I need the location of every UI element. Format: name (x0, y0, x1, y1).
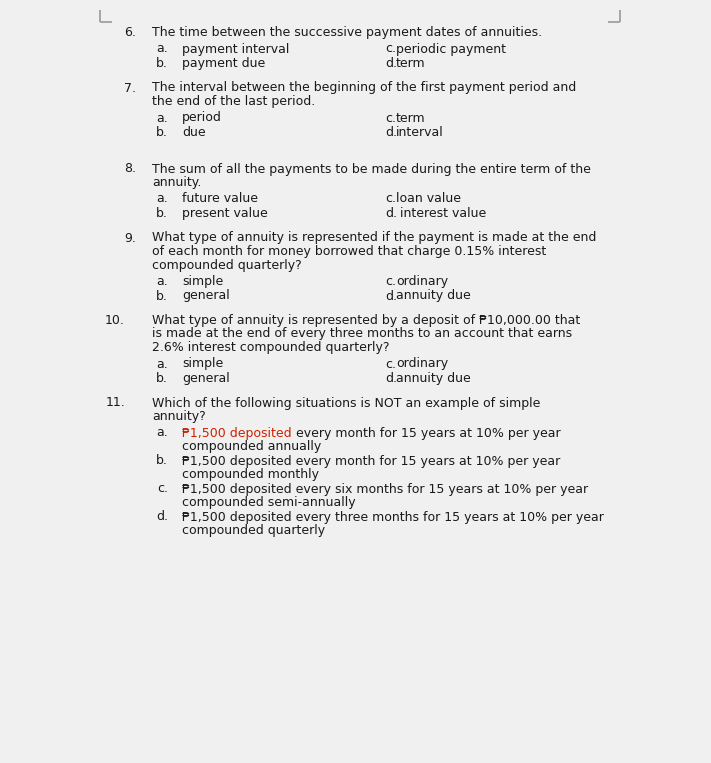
Text: c.: c. (385, 275, 396, 288)
Text: general: general (182, 289, 230, 302)
Text: The interval between the beginning of the first payment period and: The interval between the beginning of th… (152, 82, 576, 95)
Text: interest value: interest value (396, 207, 486, 220)
Text: ₱1,500 deposited: ₱1,500 deposited (182, 427, 292, 439)
Text: d.: d. (156, 510, 168, 523)
Text: b.: b. (156, 455, 168, 468)
Text: b.: b. (156, 57, 168, 70)
Text: b.: b. (156, 207, 168, 220)
Text: 8.: 8. (124, 163, 136, 175)
Text: 10.: 10. (105, 314, 125, 327)
Text: ₱1,500 deposited every three months for 15 years at 10% per year: ₱1,500 deposited every three months for … (182, 510, 604, 523)
Text: a.: a. (156, 275, 168, 288)
Text: is made at the end of every three months to an account that earns: is made at the end of every three months… (152, 327, 572, 340)
Text: 9.: 9. (124, 231, 136, 244)
Text: general: general (182, 372, 230, 385)
Text: 11.: 11. (105, 397, 125, 410)
Text: b.: b. (156, 289, 168, 302)
Text: a.: a. (156, 358, 168, 371)
Text: d.: d. (385, 372, 397, 385)
Text: b.: b. (156, 126, 168, 139)
Text: of each month for money borrowed that charge 0.15% interest: of each month for money borrowed that ch… (152, 245, 546, 258)
Text: present value: present value (182, 207, 268, 220)
Text: periodic payment: periodic payment (396, 43, 506, 56)
Text: interval: interval (396, 126, 444, 139)
Text: 6.: 6. (124, 26, 136, 39)
Text: 7.: 7. (124, 82, 136, 95)
Text: loan value: loan value (396, 192, 461, 205)
Text: simple: simple (182, 358, 223, 371)
Text: term: term (396, 111, 426, 124)
Text: due: due (182, 126, 205, 139)
Text: d.: d. (385, 57, 397, 70)
Text: period: period (182, 111, 222, 124)
Text: payment due: payment due (182, 57, 265, 70)
Text: compounded quarterly?: compounded quarterly? (152, 259, 301, 272)
Text: d.: d. (385, 207, 397, 220)
Text: payment interval: payment interval (182, 43, 289, 56)
Text: c.: c. (385, 111, 396, 124)
Text: c.: c. (157, 482, 168, 495)
Text: annuity?: annuity? (152, 410, 205, 423)
Text: c.: c. (385, 43, 396, 56)
Text: every month for 15 years at 10% per year: every month for 15 years at 10% per year (292, 427, 560, 439)
Text: compounded quarterly: compounded quarterly (182, 524, 325, 537)
Text: compounded annually: compounded annually (182, 440, 321, 453)
Text: future value: future value (182, 192, 258, 205)
Text: simple: simple (182, 275, 223, 288)
Text: a.: a. (156, 43, 168, 56)
Text: b.: b. (156, 372, 168, 385)
Text: the end of the last period.: the end of the last period. (152, 95, 315, 108)
Text: ₱1,500 deposited every six months for 15 years at 10% per year: ₱1,500 deposited every six months for 15… (182, 482, 588, 495)
Text: What type of annuity is represented by a deposit of ₱10,000.00 that: What type of annuity is represented by a… (152, 314, 580, 327)
Text: The sum of all the payments to be made during the entire term of the: The sum of all the payments to be made d… (152, 163, 591, 175)
Text: a.: a. (156, 192, 168, 205)
Text: annuity.: annuity. (152, 176, 201, 189)
Text: ordinary: ordinary (396, 358, 448, 371)
Text: What type of annuity is represented if the payment is made at the end: What type of annuity is represented if t… (152, 231, 597, 244)
Text: compounded semi-annually: compounded semi-annually (182, 496, 356, 509)
Text: c.: c. (385, 192, 396, 205)
Text: Which of the following situations is NOT an example of simple: Which of the following situations is NOT… (152, 397, 540, 410)
Text: annuity due: annuity due (396, 372, 471, 385)
Text: term: term (396, 57, 426, 70)
Text: compounded monthly: compounded monthly (182, 468, 319, 481)
Text: a.: a. (156, 111, 168, 124)
Text: c.: c. (385, 358, 396, 371)
Text: d.: d. (385, 126, 397, 139)
Text: ordinary: ordinary (396, 275, 448, 288)
Text: annuity due: annuity due (396, 289, 471, 302)
Text: 2.6% interest compounded quarterly?: 2.6% interest compounded quarterly? (152, 341, 390, 354)
Text: ₱1,500 deposited every month for 15 years at 10% per year: ₱1,500 deposited every month for 15 year… (182, 455, 560, 468)
Text: d.: d. (385, 289, 397, 302)
Text: The time between the successive payment dates of annuities.: The time between the successive payment … (152, 26, 542, 39)
Text: a.: a. (156, 427, 168, 439)
